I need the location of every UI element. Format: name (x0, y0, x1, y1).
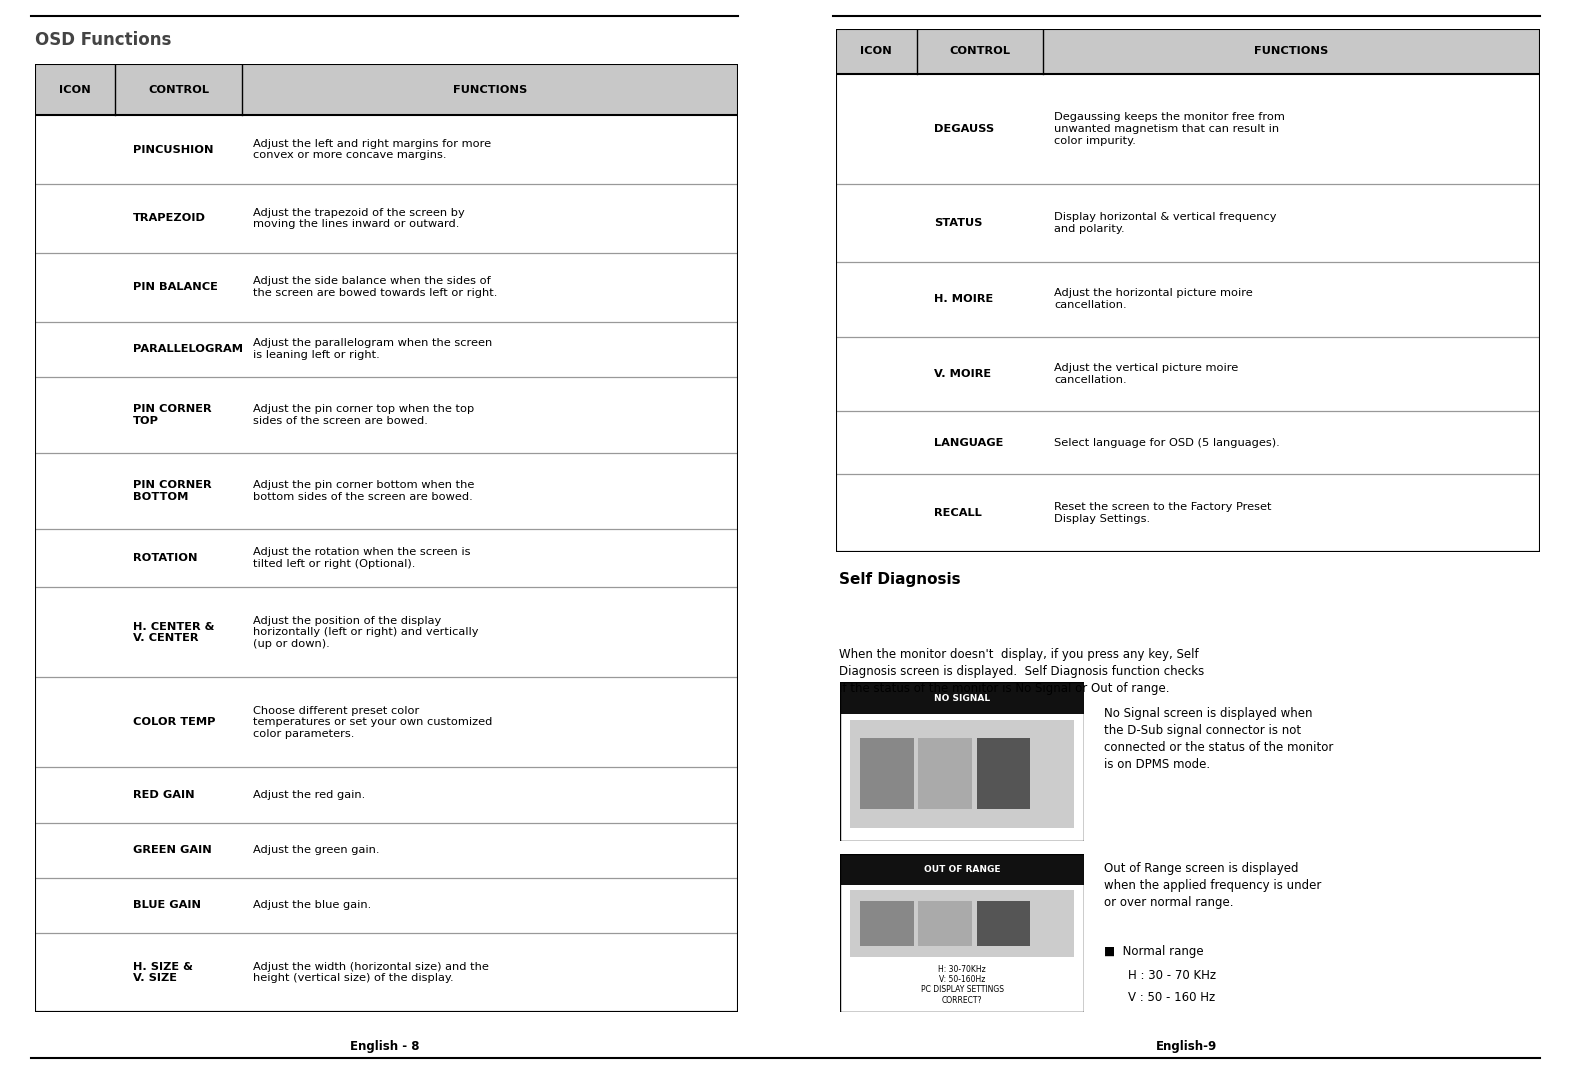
Text: Adjust the left and right margins for more
convex or more concave margins.: Adjust the left and right margins for mo… (253, 139, 490, 161)
Text: When the monitor doesn't  display, if you press any key, Self
Diagnosis screen i: When the monitor doesn't display, if you… (839, 648, 1203, 695)
Text: Adjust the side balance when the sides of
the screen are bowed towards left or r: Adjust the side balance when the sides o… (253, 276, 496, 298)
Text: Adjust the trapezoid of the screen by
moving the lines inward or outward.: Adjust the trapezoid of the screen by mo… (253, 208, 465, 229)
Text: BLUE GAIN: BLUE GAIN (134, 900, 201, 910)
Text: RECALL: RECALL (935, 508, 982, 517)
Text: Self Diagnosis: Self Diagnosis (839, 572, 960, 587)
Text: RED GAIN: RED GAIN (134, 790, 195, 800)
Text: Adjust the width (horizontal size) and the
height (vertical size) of the display: Adjust the width (horizontal size) and t… (253, 962, 489, 983)
Text: No Signal screen is displayed when
the D-Sub signal connector is not
connected o: No Signal screen is displayed when the D… (1104, 707, 1334, 771)
Text: PINCUSHION: PINCUSHION (134, 145, 214, 154)
Bar (35, 64, 738, 115)
Bar (977, 901, 1031, 946)
Text: OSD Functions: OSD Functions (35, 31, 171, 49)
Text: Adjust the blue gain.: Adjust the blue gain. (253, 900, 371, 910)
Text: Degaussing keeps the monitor free from
unwanted magnetism that can result in
col: Degaussing keeps the monitor free from u… (1054, 112, 1285, 146)
Text: STATUS: STATUS (935, 218, 983, 228)
Text: Adjust the rotation when the screen is
tilted left or right (Optional).: Adjust the rotation when the screen is t… (253, 547, 470, 569)
Text: CONTROL: CONTROL (949, 46, 1010, 57)
Bar (850, 890, 1075, 956)
Bar (859, 738, 914, 809)
Text: TRAPEZOID: TRAPEZOID (134, 213, 206, 224)
Bar (836, 29, 1540, 74)
Text: Out of Range screen is displayed
when the applied frequency is under
or over nor: Out of Range screen is displayed when th… (1104, 862, 1321, 909)
Bar (977, 738, 1031, 809)
Text: ROTATION: ROTATION (134, 554, 198, 563)
Text: PIN CORNER
TOP: PIN CORNER TOP (134, 404, 212, 425)
Text: V. MOIRE: V. MOIRE (935, 368, 991, 379)
Text: Adjust the pin corner top when the top
sides of the screen are bowed.: Adjust the pin corner top when the top s… (253, 404, 474, 425)
Text: OUT OF RANGE: OUT OF RANGE (924, 865, 1001, 874)
Text: GREEN GAIN: GREEN GAIN (134, 845, 212, 855)
Text: ICON: ICON (861, 46, 892, 57)
Text: Adjust the parallelogram when the screen
is leaning left or right.: Adjust the parallelogram when the screen… (253, 338, 492, 360)
Text: Reset the screen to the Factory Preset
Display Settings.: Reset the screen to the Factory Preset D… (1054, 502, 1271, 524)
Text: H. MOIRE: H. MOIRE (935, 295, 993, 304)
Bar (919, 901, 972, 946)
Text: English - 8: English - 8 (350, 1040, 419, 1053)
Text: H: 30-70KHz
V: 50-160Hz
PC DISPLAY SETTINGS
CORRECT?: H: 30-70KHz V: 50-160Hz PC DISPLAY SETTI… (921, 965, 1004, 1005)
Bar (919, 738, 972, 809)
Text: H. SIZE &
V. SIZE: H. SIZE & V. SIZE (134, 962, 193, 983)
Text: COLOR TEMP: COLOR TEMP (134, 718, 215, 727)
Text: CONTROL: CONTROL (148, 85, 209, 94)
Bar (840, 854, 1084, 886)
Text: Select language for OSD (5 languages).: Select language for OSD (5 languages). (1054, 438, 1280, 448)
Text: DEGAUSS: DEGAUSS (935, 124, 994, 134)
Text: PARALLELOGRAM: PARALLELOGRAM (134, 344, 244, 355)
Text: LANGUAGE: LANGUAGE (935, 438, 1004, 448)
Text: ■  Normal range: ■ Normal range (1104, 945, 1203, 957)
Text: Adjust the position of the display
horizontally (left or right) and vertically
(: Adjust the position of the display horiz… (253, 616, 478, 649)
Text: ICON: ICON (60, 85, 91, 94)
Text: Choose different preset color
temperatures or set your own customized
color para: Choose different preset color temperatur… (253, 706, 492, 739)
Text: PIN CORNER
BOTTOM: PIN CORNER BOTTOM (134, 480, 212, 502)
Text: Adjust the red gain.: Adjust the red gain. (253, 790, 364, 800)
Text: FUNCTIONS: FUNCTIONS (1254, 46, 1329, 57)
Text: NO SIGNAL: NO SIGNAL (935, 694, 990, 703)
Bar (840, 682, 1084, 714)
Text: V : 50 - 160 Hz: V : 50 - 160 Hz (1128, 991, 1216, 1004)
Text: PIN BALANCE: PIN BALANCE (134, 282, 218, 292)
Bar (850, 721, 1075, 828)
Text: H : 30 - 70 KHz: H : 30 - 70 KHz (1128, 969, 1216, 982)
Text: Adjust the green gain.: Adjust the green gain. (253, 845, 379, 855)
Text: Display horizontal & vertical frequency
and polarity.: Display horizontal & vertical frequency … (1054, 212, 1277, 233)
Bar (859, 901, 914, 946)
Text: H. CENTER &
V. CENTER: H. CENTER & V. CENTER (134, 621, 215, 644)
Text: English-9: English-9 (1156, 1040, 1216, 1053)
Text: Adjust the horizontal picture moire
cancellation.: Adjust the horizontal picture moire canc… (1054, 288, 1252, 310)
Text: Adjust the pin corner bottom when the
bottom sides of the screen are bowed.: Adjust the pin corner bottom when the bo… (253, 480, 474, 502)
Text: Adjust the vertical picture moire
cancellation.: Adjust the vertical picture moire cancel… (1054, 363, 1238, 384)
Text: FUNCTIONS: FUNCTIONS (452, 85, 528, 94)
